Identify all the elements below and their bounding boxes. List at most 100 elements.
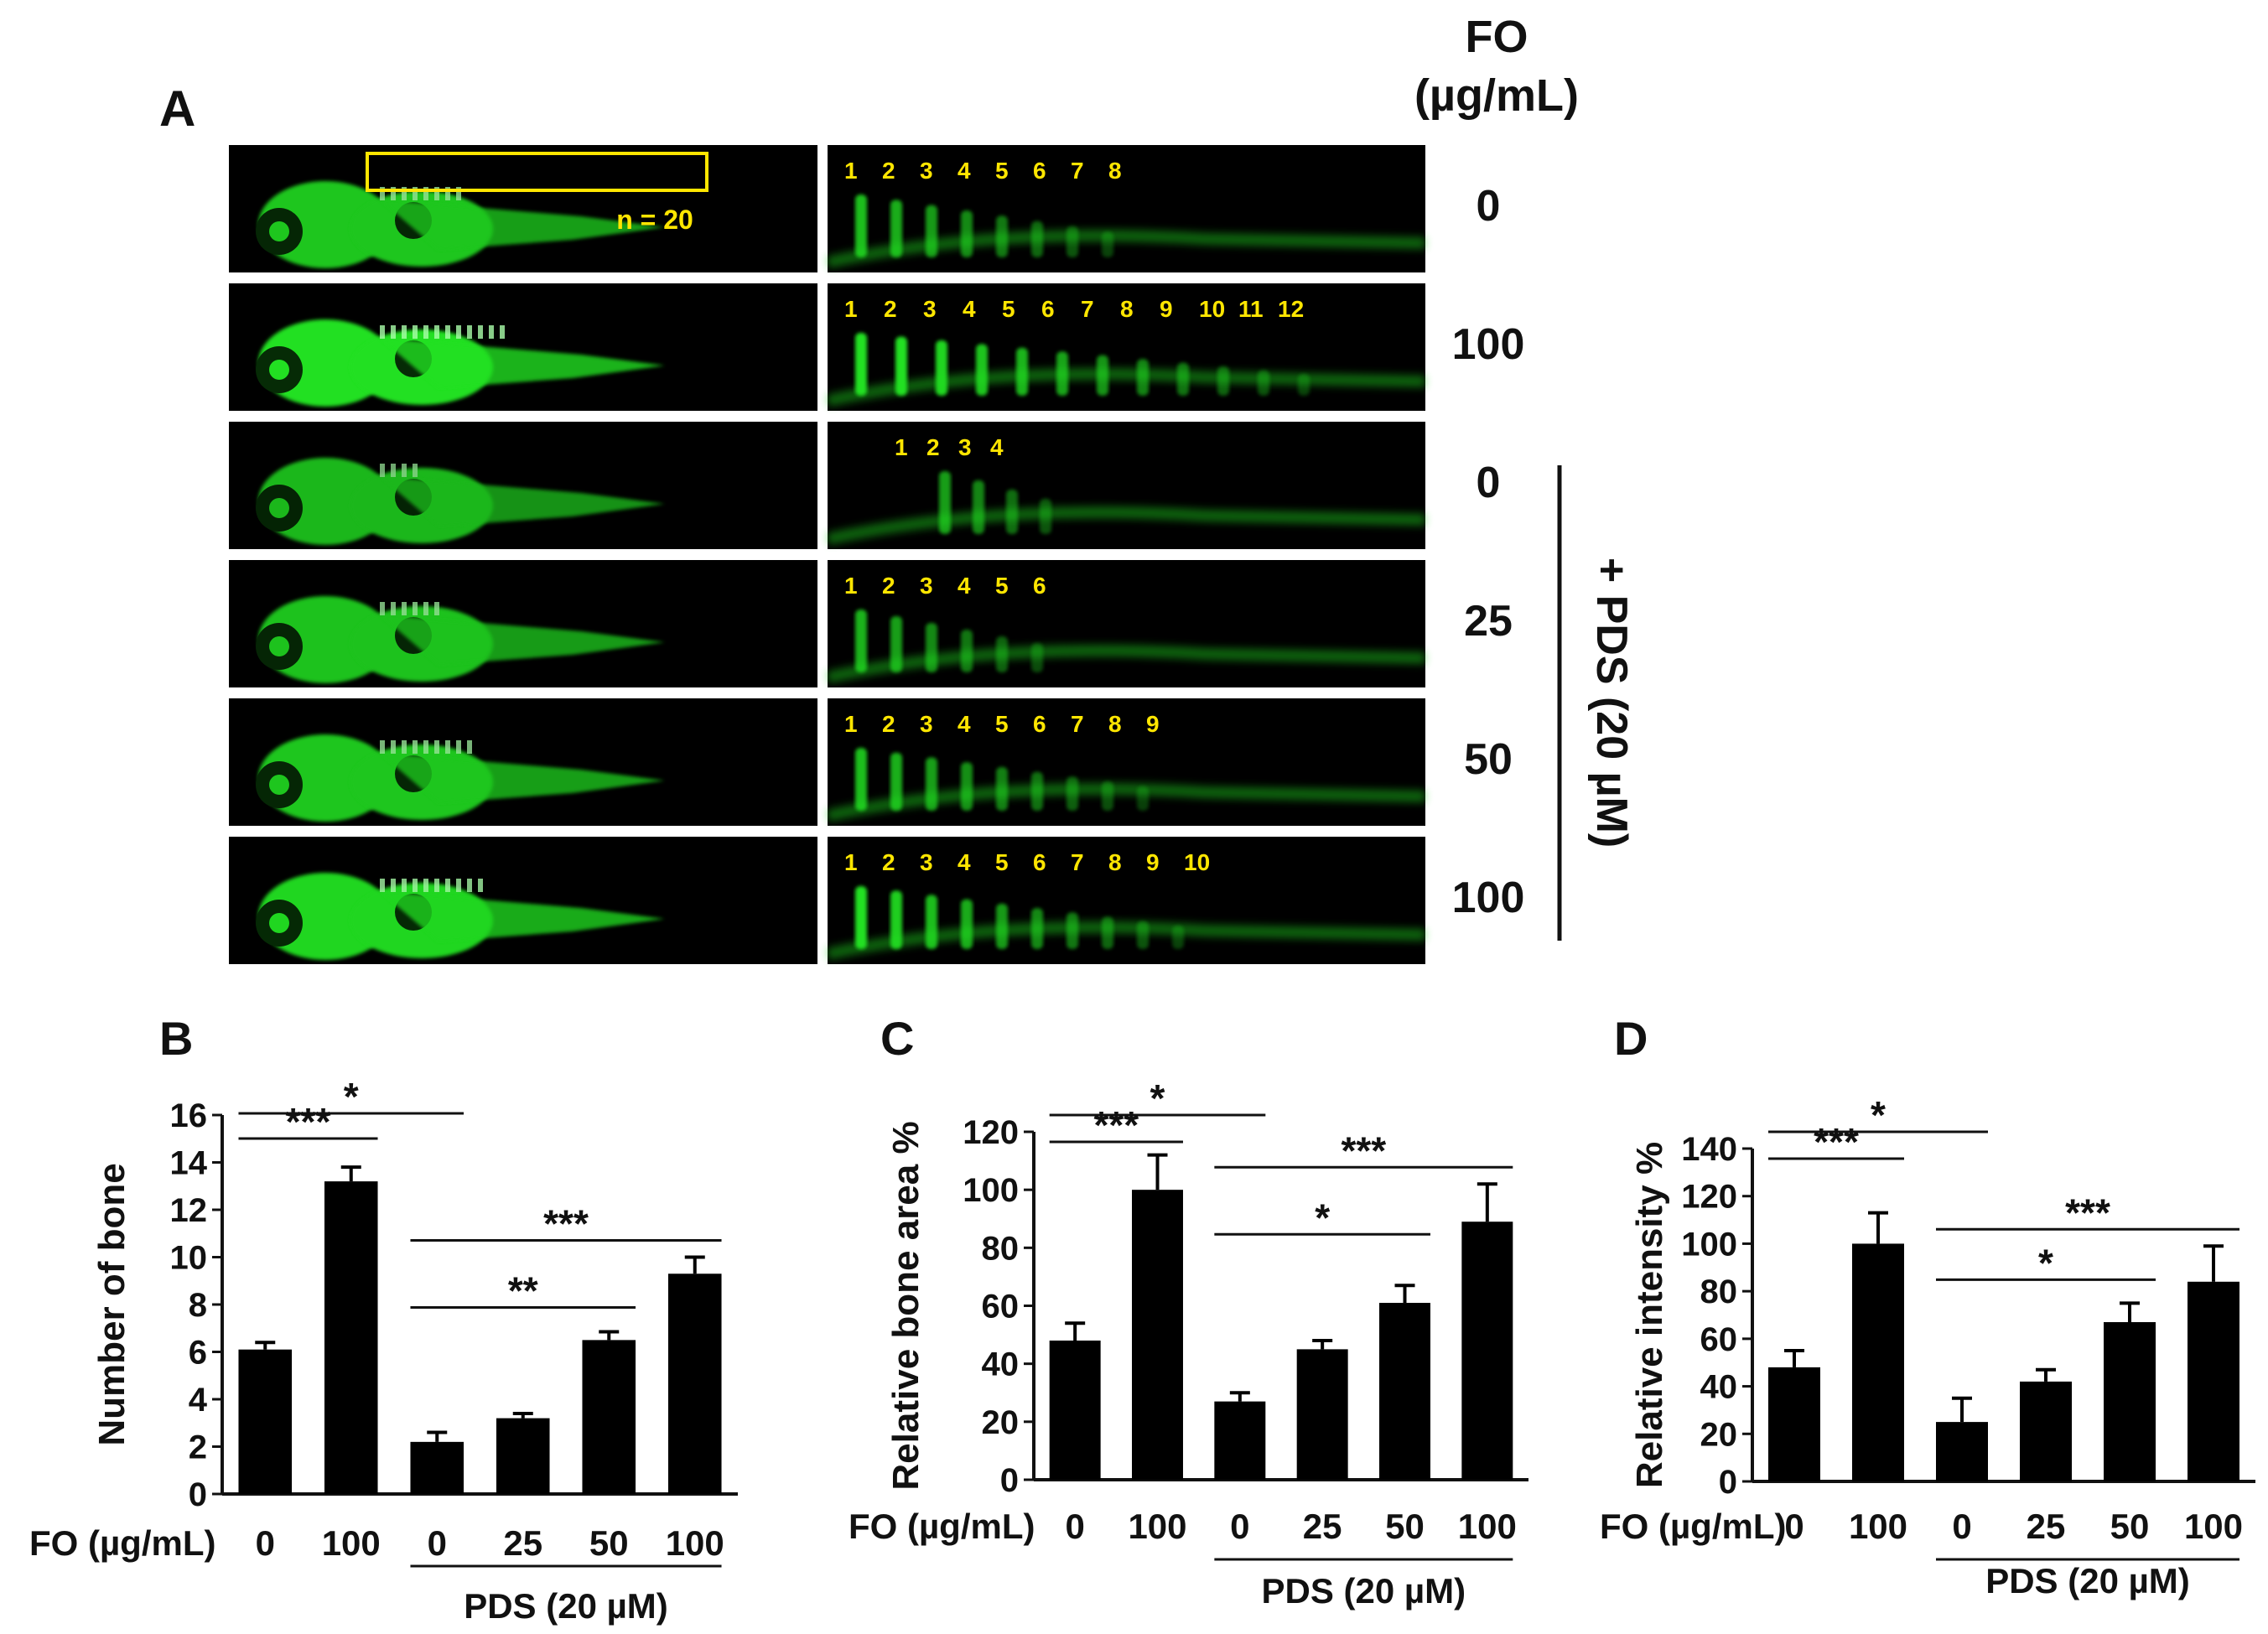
vertebra-column [895, 336, 907, 396]
larva-vertebra-mark [445, 879, 450, 892]
bone-number-label: 7 [1071, 849, 1084, 875]
vertebra-column [1137, 921, 1149, 949]
bone-number-label: 2 [882, 711, 895, 737]
bone-number-label: 10 [1199, 296, 1225, 322]
larva-eye-lens [269, 498, 289, 518]
vertebra-column [855, 333, 867, 396]
bone-number-label: 8 [1120, 296, 1134, 322]
vertebra-column [961, 762, 973, 811]
x-tick-label: 100 [1458, 1507, 1517, 1546]
vertebra-column [1258, 370, 1269, 396]
x-tick-label: 50 [1385, 1507, 1425, 1546]
bone-number-label: 9 [1146, 711, 1160, 737]
larva-vertebra-mark [478, 325, 483, 339]
y-tick-label: 12 [170, 1192, 208, 1229]
larva-tail [380, 615, 665, 665]
x-tick-label: 100 [666, 1523, 724, 1563]
vertebra-column [1067, 226, 1078, 257]
x-tick-label: 50 [2110, 1507, 2150, 1546]
bone-number-label: 4 [963, 296, 976, 322]
y-tick-label: 4 [189, 1382, 208, 1419]
vertebra-column [1040, 498, 1051, 534]
chart-d: D 0 20 40 60 80 100 120 140 Relative intensity % *… [1600, 1012, 2255, 1600]
bone-number-label: 5 [1002, 296, 1015, 322]
larva-body [256, 734, 665, 822]
vertebra-column [926, 757, 937, 811]
larva-vertebra-mark [467, 740, 472, 754]
vertebra-column [855, 748, 867, 811]
bone-number-label: 8 [1108, 849, 1122, 875]
bone-number-label: 11 [1238, 296, 1264, 322]
larva-vertebra-mark [467, 879, 472, 892]
significance-stars: *** [543, 1202, 589, 1246]
vertebra-column [976, 344, 988, 396]
y-tick-label: 8 [189, 1287, 207, 1324]
significance-stars: * [2038, 1241, 2053, 1284]
bone-number-label: 6 [1033, 573, 1046, 599]
larva-vertebra-mark [456, 879, 461, 892]
vertebra-column [973, 480, 984, 534]
vertebra-column [926, 623, 937, 672]
bone-number-label: 7 [1071, 711, 1084, 737]
notochord-glow [826, 921, 1426, 960]
bone-number-label: 5 [995, 573, 1009, 599]
bone-number-label: 3 [958, 434, 972, 460]
vertebra-column [996, 215, 1008, 257]
bar [1852, 1243, 1904, 1481]
image-row-4: 1 2 3 4 5 625 [229, 560, 1513, 687]
bone-number-label: 2 [882, 849, 895, 875]
vertebra-column [890, 200, 902, 257]
bar [2104, 1322, 2156, 1481]
bar [238, 1349, 293, 1494]
larva-vertebra-mark [413, 740, 418, 754]
bone-number-label: 7 [1071, 158, 1084, 184]
vertebra-column [1031, 643, 1043, 672]
larva-vertebra-mark [434, 879, 439, 892]
vertebrae-zoom-image [828, 698, 1425, 826]
image-row-5: 1 2 3 4 5 6 7 8 9 50 [229, 698, 1513, 826]
larva-vertebra-mark [380, 740, 385, 754]
larva-eye-lens [269, 775, 289, 795]
bone-number-label: 1 [844, 711, 858, 737]
vertebrae-zoom-image [828, 560, 1425, 687]
bone-number-label: 8 [1108, 158, 1122, 184]
bone-number-label: 6 [1033, 711, 1046, 737]
bone-number-label: 3 [920, 711, 933, 737]
bone-number-label: 1 [844, 296, 858, 322]
bone-number-label: 4 [958, 711, 971, 737]
bone-number-label: 7 [1081, 296, 1094, 322]
x-tick-label: 0 [1065, 1507, 1084, 1546]
larva-vertebra-mark [380, 187, 385, 200]
bone-number-label: 1 [895, 434, 908, 460]
larva-vertebra-mark [402, 325, 407, 339]
y-tick-label: 14 [170, 1145, 208, 1182]
pds-treatment-label: + PDS (20 µM) [1587, 558, 1636, 848]
vertebra-column [939, 471, 951, 534]
dose-label: 25 [1464, 597, 1513, 646]
bone-number-label: 6 [1033, 849, 1046, 875]
larva-vertebra-mark [467, 325, 472, 339]
dose-label: 0 [1477, 459, 1501, 507]
fo-header: FO [1466, 12, 1528, 62]
larva-vertebra-mark [391, 879, 396, 892]
vertebra-column [1016, 347, 1028, 396]
x-tick-label: 50 [589, 1523, 629, 1563]
group-bracket-label: PDS (20 µM) [1985, 1561, 2190, 1600]
x-tick-label: 0 [1784, 1507, 1804, 1546]
larva-vertebra-mark [391, 325, 396, 339]
larva-eye-lens [269, 360, 289, 380]
notochord-glow [826, 368, 1426, 407]
bone-number-label: 2 [882, 573, 895, 599]
vertebra-column [961, 210, 973, 257]
bar [1936, 1422, 1988, 1481]
bone-number-label: 3 [920, 849, 933, 875]
larva-vertebra-mark [456, 740, 461, 754]
y-axis-label: Relative intensity % [1629, 1142, 1670, 1488]
larva-vertebra-mark [413, 187, 418, 200]
